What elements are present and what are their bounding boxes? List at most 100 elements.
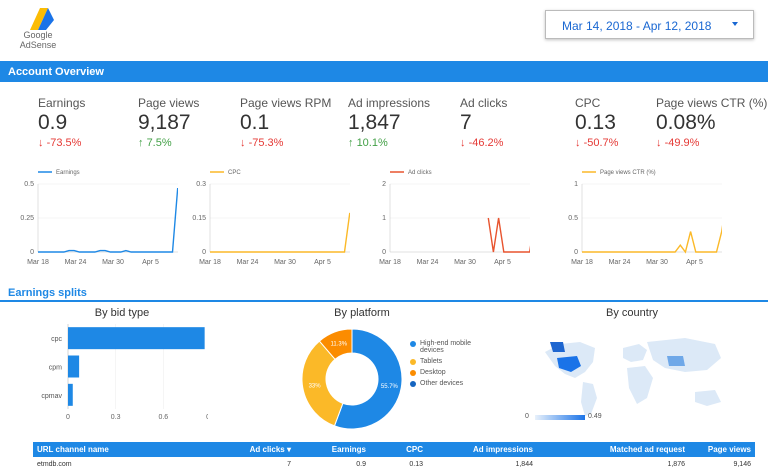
table-header-cell[interactable]: Matched ad request xyxy=(609,445,685,454)
legend-item: Desktop xyxy=(410,369,480,376)
adsense-logo-icon xyxy=(30,8,54,30)
slice-label: 33% xyxy=(309,384,322,390)
x-tick-label: 0.6 xyxy=(158,414,168,421)
x-tick-label: Mar 24 xyxy=(417,259,439,266)
legend-label: High-end mobile devices xyxy=(420,340,471,354)
table-header-cell[interactable]: Ad clicks ▾ xyxy=(249,445,291,454)
map-highlight-us xyxy=(557,356,581,372)
kpi-label: Ad impressions xyxy=(348,96,431,110)
legend-label: Ad clicks xyxy=(408,170,432,176)
x-tick-label: Mar 18 xyxy=(27,259,49,266)
kpi-delta: ↓ -75.3% xyxy=(240,137,350,149)
x-tick-label: Mar 30 xyxy=(454,259,476,266)
x-tick-label: Apr 5 xyxy=(314,259,331,266)
y-tick-label: 1 xyxy=(574,181,578,188)
kpi-earnings: Earnings 0.9 ↓ -73.5% xyxy=(38,96,148,149)
y-tick-label: 0 xyxy=(574,249,578,256)
x-tick-label: Mar 24 xyxy=(609,259,631,266)
x-tick-label: 0.3 xyxy=(111,414,121,421)
table-header-cell[interactable]: Earnings xyxy=(331,445,366,454)
url-channel-table-header: URL channel name Ad clicks ▾ Earnings CPC Ad… xyxy=(33,442,755,457)
x-tick-label: Apr 5 xyxy=(142,259,159,266)
legend-dot-icon xyxy=(410,341,416,347)
x-tick-label: 0 xyxy=(66,414,70,421)
kpi-delta-value: -73.5% xyxy=(46,137,82,149)
kpi-label: Page views RPM xyxy=(240,96,332,110)
kpi-label: Page views xyxy=(138,96,200,110)
table-row[interactable]: etmdb.com 7 0.9 0.13 1,844 1,876 9,146 xyxy=(33,458,755,473)
table-header-cell[interactable]: CPC xyxy=(406,445,423,454)
kpi-ad-impressions: Ad impressions 1,847 ↑ 10.1% xyxy=(348,96,458,149)
y-tick-label: 2 xyxy=(382,181,386,188)
kpi-label: Earnings xyxy=(38,96,86,110)
slice-desktop xyxy=(318,328,353,360)
x-tick-label: Mar 24 xyxy=(237,259,259,266)
logo-text: Google AdSense xyxy=(8,30,68,50)
kpi-delta: ↓ -50.7% xyxy=(575,137,685,149)
kpi-page-views-ctr: Page views CTR (%) 0.08% ↓ -49.9% xyxy=(656,96,767,149)
earnings-splits-title: Earnings splits xyxy=(8,287,87,299)
legend-dot-icon xyxy=(410,381,416,387)
arrow-down-icon: ↓ xyxy=(460,137,469,149)
x-tick-label: Mar 30 xyxy=(646,259,668,266)
table-cell: 1,844 xyxy=(515,461,533,468)
slice-high-end-mobile-devices xyxy=(333,328,403,430)
arrow-down-icon: ↓ xyxy=(656,137,665,149)
country-map xyxy=(545,338,721,416)
x-tick-label: Apr 5 xyxy=(494,259,511,266)
legend-label: Tablets xyxy=(420,358,443,365)
by-platform-title: By platform xyxy=(334,307,390,319)
legend-item: Tablets xyxy=(410,358,480,365)
map-highlight-asia xyxy=(667,356,685,366)
account-overview-title: Account Overview xyxy=(8,66,104,78)
legend-item: High-end mobile devices xyxy=(410,340,480,354)
x-tick-label: Apr 5 xyxy=(686,259,703,266)
by-country-title: By country xyxy=(606,307,658,319)
legend-label: Other devices xyxy=(420,380,464,387)
account-overview-bar: Account Overview xyxy=(0,61,768,82)
legend-item: Other devices xyxy=(410,380,480,387)
category-label: cpc xyxy=(51,336,62,343)
bar-cpmav xyxy=(68,383,73,406)
legend-label: Page views CTR (%) xyxy=(600,170,656,176)
kpi-delta: ↓ -49.9% xyxy=(656,137,766,149)
platform-donut-chart: 55.7% 33% 11.3% xyxy=(301,328,403,430)
bid-type-bar-chart: 0 0.3 0.6 0.9 cpc cpm cpmav xyxy=(41,324,208,421)
x-tick-label: Mar 30 xyxy=(102,259,124,266)
kpi-delta-value: -75.3% xyxy=(248,137,284,149)
section-divider xyxy=(0,300,768,302)
kpi-delta-value: -49.9% xyxy=(664,137,700,149)
kpi-value: 0.1 xyxy=(240,111,270,134)
table-cell: 0.9 xyxy=(356,461,366,468)
kpi-value: 0.08% xyxy=(656,111,716,134)
kpi-ad-clicks: Ad clicks 7 ↓ -46.2% xyxy=(460,96,570,149)
legend-dot-icon xyxy=(410,359,416,365)
kpi-delta: ↑ 10.1% xyxy=(348,137,458,149)
y-tick-label: 0.25 xyxy=(20,215,34,222)
kpi-value: 9,187 xyxy=(138,111,191,134)
slice-label: 55.7% xyxy=(381,384,399,390)
kpi-delta: ↑ 7.5% xyxy=(138,137,248,149)
slice-tablets xyxy=(301,340,344,427)
x-tick-label: Mar 24 xyxy=(65,259,87,266)
legend-label: Earnings xyxy=(56,170,80,176)
table-header-cell[interactable]: Page views xyxy=(707,445,751,454)
series-line-cpc xyxy=(210,212,350,253)
country-scale-max: 0.49 xyxy=(588,413,602,420)
kpi-delta-value: -50.7% xyxy=(583,137,619,149)
table-header-cell[interactable]: Ad impressions xyxy=(472,445,533,454)
table-header-cell[interactable]: URL channel name xyxy=(37,445,109,454)
date-range-picker[interactable]: Mar 14, 2018 - Apr 12, 2018 xyxy=(545,10,754,39)
y-tick-label: 1 xyxy=(382,215,386,222)
y-tick-label: 0 xyxy=(382,249,386,256)
arrow-down-icon: ↓ xyxy=(38,137,47,149)
arrow-down-icon: ↓ xyxy=(575,137,584,149)
kpi-page-views-rpm: Page views RPM 0.1 ↓ -75.3% xyxy=(240,96,350,149)
legend-label: Desktop xyxy=(420,369,446,376)
country-scale-bar xyxy=(535,415,585,420)
kpi-label: Ad clicks xyxy=(460,96,508,110)
legend-label: CPC xyxy=(228,170,241,176)
logo-line1: Google xyxy=(23,30,53,40)
